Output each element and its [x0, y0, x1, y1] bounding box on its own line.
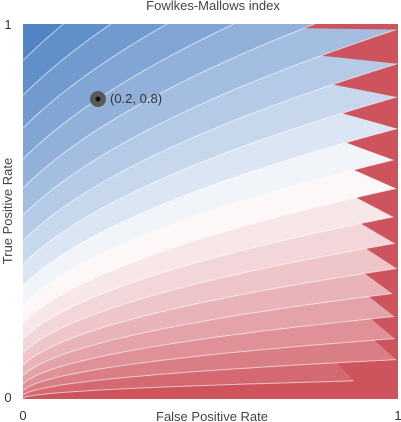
- plot-area: [23, 24, 398, 399]
- point-marker: [95, 96, 101, 102]
- chart-title: Fowlkes-Mallows index: [146, 0, 280, 13]
- contour-line-16: [23, 24, 168, 129]
- contour-line-5: [23, 268, 397, 366]
- contour-line-4: [23, 293, 393, 376]
- contour-line-12: [23, 63, 398, 241]
- contour-line-14: [23, 24, 315, 189]
- contour-line-1: [23, 359, 397, 396]
- contour-line-17: [23, 24, 112, 96]
- contour-line-8: [23, 187, 397, 324]
- contour-line-9: [23, 159, 394, 306]
- contour-line-18: [23, 24, 64, 61]
- contour-band-19: [23, 24, 64, 61]
- contour-band-18: [23, 24, 111, 96]
- contour-line-15: [23, 24, 235, 160]
- contour-line-2: [23, 338, 395, 391]
- y-tick-label-0: 0: [4, 390, 11, 405]
- contour-line-7: [23, 216, 394, 340]
- x-tick-label-1: 1: [394, 408, 401, 422]
- contour-line-13: [23, 29, 397, 216]
- contour-line-0: [23, 380, 354, 399]
- y-tick-label-1: 1: [4, 17, 11, 32]
- point-layer: (0.2, 0.8): [90, 91, 162, 107]
- point-label: (0.2, 0.8): [110, 91, 162, 106]
- contour-line-3: [23, 316, 395, 385]
- y-axis-label: True Positive Rate: [0, 158, 15, 264]
- contour-line-11: [23, 96, 397, 265]
- x-axis-label: False Positive Rate: [156, 409, 268, 422]
- contour-line-6: [23, 242, 395, 354]
- contour-line-10: [23, 128, 398, 286]
- x-tick-label-0: 0: [19, 408, 26, 422]
